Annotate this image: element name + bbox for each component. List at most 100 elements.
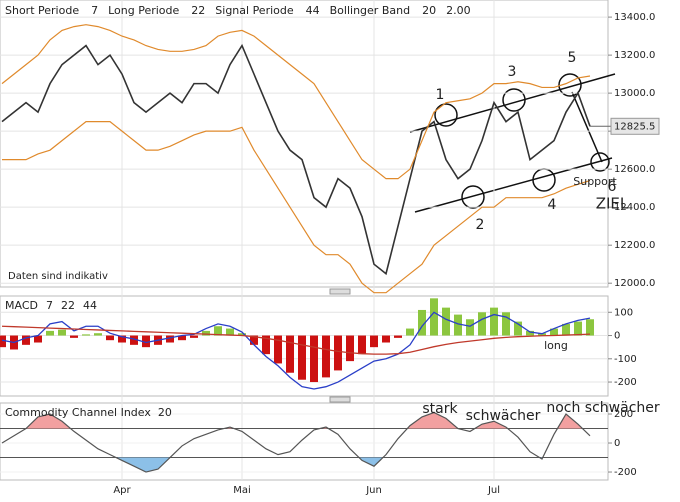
macd-bar [214,326,222,336]
y-tick-label: 12600.0 [614,164,655,175]
header-label: Signal Periode [215,4,294,17]
macd-bar [178,335,186,341]
header-value: 7 [91,4,98,17]
macd-bar [0,335,6,348]
channel-drawing [409,73,616,213]
series-line [1,43,591,276]
macd-bar [526,330,534,336]
macd-bar [82,334,90,336]
macd-bar [310,335,318,383]
macd-bar [34,335,42,343]
annotation: long [544,339,568,352]
channel-lower [414,157,613,213]
series-line [1,24,591,180]
series-line [2,121,591,294]
macd-bar [538,333,546,336]
circle [590,152,610,172]
annotation: 4 [548,197,557,213]
y-tick-label: 200 [614,409,633,420]
circle [558,73,582,97]
annotation: noch schwächer [546,400,660,416]
x-tick-label: Jul [487,485,500,496]
macd-bar [202,330,210,336]
cci-fill-lower [2,457,590,473]
macd-bar [382,335,390,343]
splitter [329,288,351,295]
series-line [1,311,591,390]
macd-bar [334,335,342,371]
macd-bar [130,335,138,345]
y-tick-label: 12400.0 [614,202,655,213]
macd-bar [274,335,282,364]
header-value: 2.00 [446,4,471,17]
y-tick-label: 0 [614,331,620,342]
annotation: 3 [508,64,517,80]
macd-bar [22,335,30,345]
panel-title: Commodity Channel Index [5,406,151,419]
macd-bar [346,335,354,362]
macd-bar [238,333,246,336]
annotation: 6 [608,179,617,195]
series-line [1,325,591,355]
macd-bar [550,328,558,336]
macd-bar [262,335,270,355]
macd-bar [466,319,474,336]
macd-bar [442,307,450,336]
panel-param: 20 [158,406,172,419]
cci-panel [0,402,609,481]
panel-param: 22 [61,299,75,312]
splitter [329,396,351,403]
macd-bar [250,335,258,345]
macd-bar [166,335,174,343]
annotation: ZIEL [596,195,629,213]
annotation: stark [422,401,458,417]
y-tick-label: 0 [614,438,620,449]
macd-bar [514,321,522,336]
macd-bar [106,335,114,341]
panel-param: 44 [83,299,97,312]
macd-bar [58,329,66,336]
x-tick-label: Jun [365,485,382,496]
series-line [1,411,591,473]
y-tick-label: -100 [614,354,637,365]
panel-title: MACD [5,299,38,312]
macd-bar [286,335,294,373]
note: Daten sind indikativ [8,271,108,282]
y-tick-label: -200 [614,467,637,478]
macd-bar [70,335,78,338]
header-label: Bollinger Band [330,4,410,17]
macd-bar [562,323,570,336]
macd-bar [118,335,126,343]
macd-bar [478,312,486,336]
annotation: 5 [568,50,577,66]
x-tick-label: Apr [113,485,131,496]
circle [502,88,526,112]
macd-bar [226,328,234,336]
macd-bar [574,321,582,336]
macd-bar [370,335,378,348]
macd-bar [142,335,150,348]
macd-panel [0,295,609,397]
macd-bar [358,335,366,355]
circle [434,103,458,127]
header-value: 20 [422,4,436,17]
y-tick-label: 13000.0 [614,88,655,99]
panel-param: 7 [46,299,53,312]
last-price-label: 12825.5 [614,121,655,132]
last-price-box [610,117,660,135]
header-value: 44 [306,4,320,17]
header-label: Long Periode [108,4,179,17]
macd-bar [502,312,510,336]
y-tick-label: 13400.0 [614,12,655,23]
annotation: schwächer [466,408,541,424]
annotation: Support [573,175,617,188]
circle [532,168,556,192]
macd-bar [418,309,426,336]
macd-bar [322,335,330,378]
y-tick-label: 100 [614,307,633,318]
header-label: Short Periode [5,4,79,17]
macd-bar [586,319,594,336]
header-value: 22 [191,4,205,17]
macd-bar [454,314,462,336]
